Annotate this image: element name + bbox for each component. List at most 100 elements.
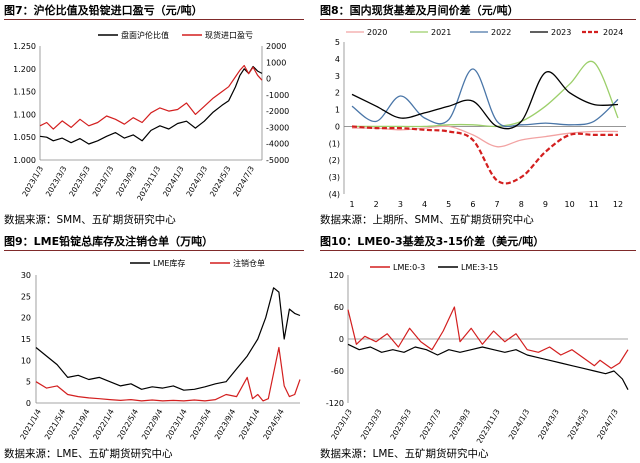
x-tick-label: 2023/1/3 (20, 164, 45, 198)
y-left-tick-label: 1.000 (13, 156, 36, 165)
y-tick-label: 60 (334, 303, 344, 312)
legend-label-2: 现货进口盈亏 (205, 30, 253, 40)
x-tick-label: 2023/9/4 (213, 407, 238, 441)
x-tick-label: 2024/3/3 (536, 407, 561, 441)
panel10-title: 图10：LME0-3基差及3-15价差（美元/吨） (320, 235, 545, 248)
x-tick-label: 2024/5/3 (208, 164, 233, 198)
panel9-source: 数据来源：LME、五矿期货研究中心 (4, 448, 173, 460)
y-tick-label: 0 (339, 335, 344, 344)
series-line-2021 (351, 60, 619, 128)
y-tick-label: 15 (21, 335, 31, 344)
y-right-tick-label: 1000 (266, 58, 286, 67)
panel7-header-rule (4, 19, 304, 20)
x-tick-label: 2024/1/3 (507, 407, 532, 441)
legend-label-1: LME:0-3 (393, 263, 425, 272)
y-left-tick-label: 1.100 (13, 110, 36, 119)
y-tick-label: 30 (21, 271, 31, 280)
legend-label-2020: 2020 (367, 28, 387, 37)
x-tick-label: 2023/11/3 (135, 164, 162, 202)
x-tick-label: 4 (422, 200, 427, 209)
legend-label-1: LME库存 (153, 258, 185, 268)
y-tick-label: 5 (335, 38, 340, 47)
y-right-tick-label: -4000 (266, 140, 289, 149)
x-tick-label: 2023/1/3 (329, 407, 354, 441)
x-tick-label: 2022/9/4 (140, 407, 165, 441)
x-tick-label: 2023/5/3 (67, 164, 92, 198)
y-tick-label: 120 (329, 271, 344, 280)
y-tick-label: 0 (335, 122, 340, 131)
x-tick-label: 3 (398, 200, 403, 209)
x-tick-label: 11 (589, 200, 599, 209)
panel9-title: 图9：LME铅锭总库存及注销仓单（万吨） (4, 235, 214, 248)
y-right-tick-label: 2000 (266, 42, 286, 51)
legend-label-1: 盘面沪伦比值 (121, 30, 169, 40)
x-tick-label: 7 (495, 200, 500, 209)
legend-label-2023: 2023 (551, 28, 571, 37)
series-line-2023 (351, 71, 619, 130)
x-tick-label: 2023/7/3 (418, 407, 443, 441)
x-tick-label: 2023/3/3 (359, 407, 384, 441)
legend-label-2024: 2024 (603, 28, 623, 37)
y-tick-label: (2) (329, 156, 340, 165)
y-tick-label: (4) (329, 190, 340, 199)
panel8-header-rule (320, 19, 636, 20)
series-line-2 (35, 346, 301, 402)
panel8-source: 数据来源：上期所、SMM、五矿期货研究中心 (320, 214, 534, 226)
x-tick-label: 2024/5/4 (261, 407, 286, 441)
y-tick-label: -120 (326, 399, 344, 408)
x-tick-label: 2024/7/3 (231, 164, 256, 198)
x-tick-label: 2021/1/4 (18, 407, 43, 441)
x-tick-label: 2024/7/3 (595, 407, 620, 441)
legend-label-2021: 2021 (431, 28, 451, 37)
x-tick-label: 8 (519, 200, 524, 209)
panel8-title: 图8：国内现货基差及月间价差（元/吨） (320, 4, 519, 17)
series-line-2022 (351, 68, 619, 128)
y-tick-label: (1) (329, 139, 340, 148)
x-tick-label: 2021/9/4 (67, 407, 92, 441)
x-tick-label: 2023/11/3 (475, 407, 502, 443)
chart-7: 1.000 1.050 1.100 1.150 1.200 1.250 -5000 -4000… (13, 30, 289, 202)
series-line-2020 (351, 125, 619, 148)
y-tick-label: 25 (21, 292, 31, 301)
y-tick-label: 5 (26, 378, 31, 387)
x-tick-label: 2023/9/3 (448, 407, 473, 441)
y-left-tick-label: 1.150 (13, 88, 36, 97)
y-left-tick-label: 1.200 (13, 65, 36, 74)
x-tick-label: 2024/1/3 (161, 164, 186, 198)
series-line-2024 (351, 125, 618, 185)
x-tick-label: 2022/1/4 (91, 407, 116, 441)
x-tick-label: 2023/3/3 (44, 164, 69, 198)
panel9-header-rule (4, 250, 304, 251)
y-tick-label: 10 (21, 356, 31, 365)
x-tick-label: 6 (470, 200, 475, 209)
y-tick-label: 2 (335, 89, 340, 98)
y-tick-label: (3) (329, 173, 340, 182)
y-right-tick-label: -1000 (266, 91, 289, 100)
y-left-tick-label: 1.250 (13, 42, 36, 51)
x-tick-label: 12 (613, 200, 623, 209)
x-tick-label: 2024/1/4 (237, 407, 262, 441)
y-right-tick-label: -3000 (266, 123, 289, 132)
x-tick-label: 2023/7/3 (91, 164, 116, 198)
panel7-title: 图7：沪伦比值及铅锭进口盈亏（元/吨） (4, 4, 203, 17)
x-tick-label: 5 (446, 200, 451, 209)
x-tick-label: 9 (543, 200, 548, 209)
y-tick-label: 4 (335, 55, 340, 64)
series-line-2 (39, 64, 263, 130)
y-tick-label: -60 (331, 367, 344, 376)
series-line-1 (347, 306, 629, 369)
x-tick-label: 2021/5/4 (43, 407, 68, 441)
x-tick-label: 1 (349, 200, 354, 209)
y-right-tick-label: -5000 (266, 156, 289, 165)
y-right-tick-label: -2000 (266, 107, 289, 116)
y-tick-label: 3 (335, 72, 340, 81)
x-tick-label: 2024/5/3 (566, 407, 591, 441)
x-tick-label: 2023/9/3 (114, 164, 139, 198)
series-line-2 (347, 343, 629, 390)
y-tick-label: 20 (21, 314, 31, 323)
x-tick-label: 2022/5/4 (116, 407, 141, 441)
x-tick-label: 10 (565, 200, 575, 209)
series-line-1 (35, 287, 301, 391)
